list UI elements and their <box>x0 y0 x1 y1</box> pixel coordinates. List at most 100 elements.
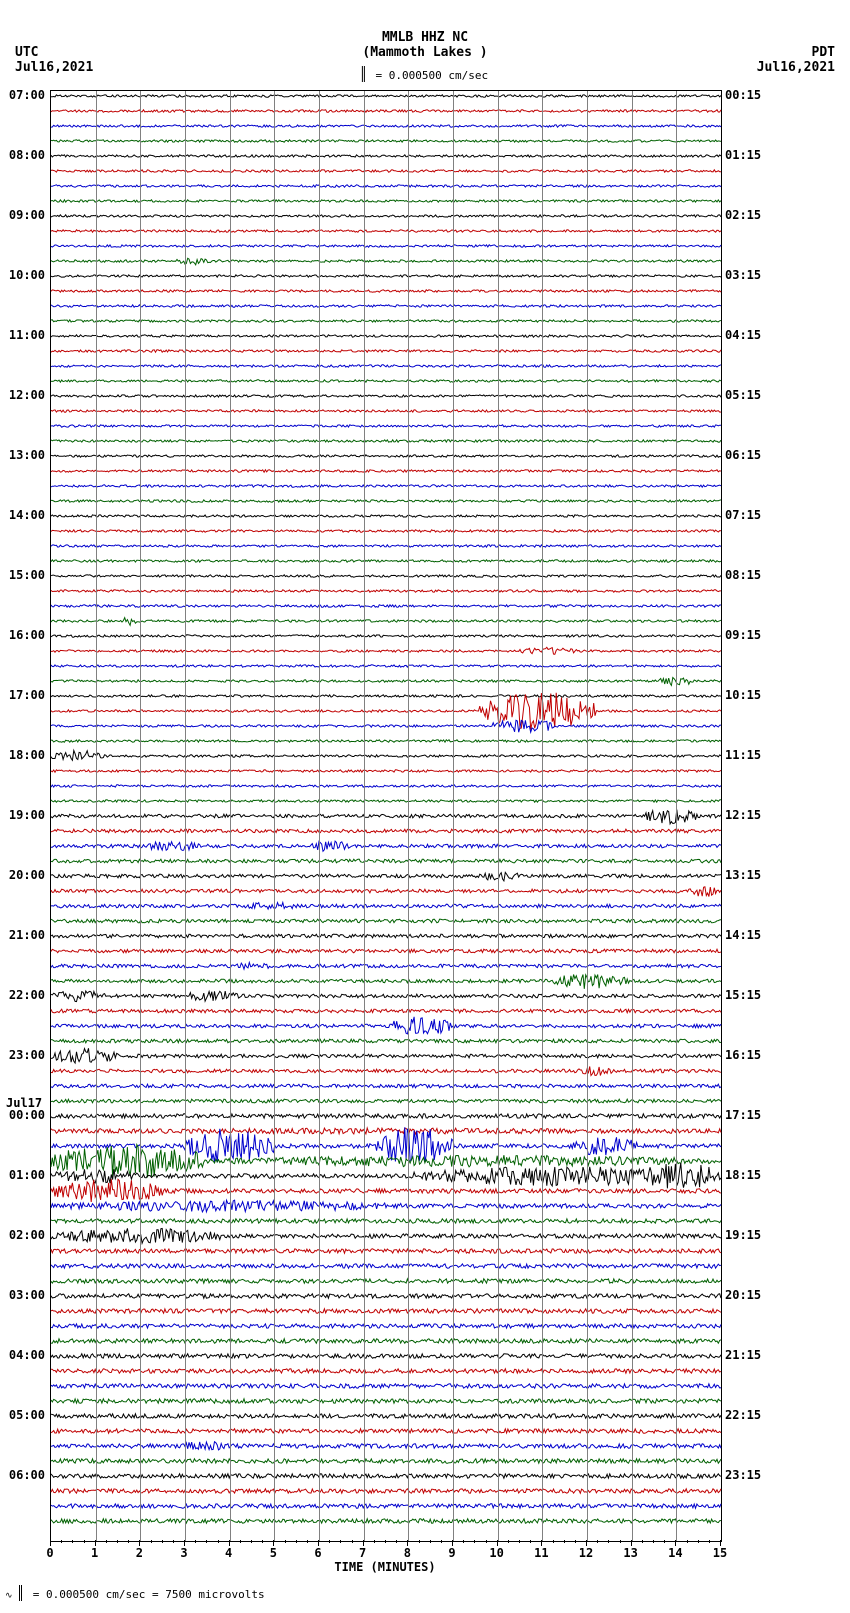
seismic-trace <box>51 575 721 577</box>
seismic-trace <box>51 258 721 265</box>
seismic-trace <box>51 125 721 127</box>
time-label-left: 17:00 <box>0 688 45 702</box>
seismic-trace <box>51 380 721 382</box>
x-tick-minor <box>106 1540 107 1543</box>
x-tick-minor <box>195 1540 196 1543</box>
time-label-left: 14:00 <box>0 508 45 522</box>
x-tick-label: 14 <box>665 1546 685 1560</box>
seismic-trace <box>51 590 721 592</box>
seismic-trace <box>51 1504 721 1508</box>
time-label-right: 06:15 <box>725 448 761 462</box>
scale-bar-icon <box>362 66 365 82</box>
scale-text: = 0.000500 cm/sec <box>376 69 489 82</box>
x-tick-label: 12 <box>576 1546 596 1560</box>
x-tick-minor <box>240 1540 241 1543</box>
scale-bar-icon <box>19 1585 22 1601</box>
x-tick-minor <box>162 1540 163 1543</box>
x-tick-minor <box>597 1540 598 1543</box>
seismic-trace <box>51 975 721 989</box>
seismic-trace <box>51 1294 721 1298</box>
date-right: Jul16,2021 <box>757 60 835 75</box>
time-label-right: 19:15 <box>725 1228 761 1242</box>
seismic-trace <box>51 185 721 187</box>
seismic-trace <box>51 485 721 487</box>
x-tick-minor <box>84 1540 85 1543</box>
seismic-trace <box>51 693 721 730</box>
time-label-right: 03:15 <box>725 268 761 282</box>
time-label-left: 06:00 <box>0 1468 45 1482</box>
seismic-trace <box>51 872 721 881</box>
seismic-trace <box>51 1249 721 1253</box>
seismic-trace <box>51 635 721 637</box>
seismic-trace <box>51 545 721 547</box>
x-tick-minor <box>698 1540 699 1543</box>
seismic-trace <box>51 290 721 292</box>
x-tick-minor <box>463 1540 464 1543</box>
x-tick-minor <box>352 1540 353 1543</box>
x-tick-label: 2 <box>129 1546 149 1560</box>
seismic-trace <box>51 1399 721 1403</box>
seismic-trace <box>51 1474 721 1478</box>
time-label-right: 16:15 <box>725 1048 761 1062</box>
plot-area <box>50 90 722 1542</box>
x-tick-label: 7 <box>353 1546 373 1560</box>
station-title: MMLB HHZ NC <box>382 30 468 45</box>
x-tick-minor <box>430 1540 431 1543</box>
time-label-right: 09:15 <box>725 628 761 642</box>
x-tick-minor <box>486 1540 487 1543</box>
seismic-trace <box>51 350 721 352</box>
seismic-trace <box>51 470 721 472</box>
seismic-trace <box>51 320 721 322</box>
x-tick-minor <box>642 1540 643 1543</box>
seismic-trace <box>51 365 721 367</box>
time-label-right: 12:15 <box>725 808 761 822</box>
x-tick-minor <box>117 1540 118 1543</box>
x-tick-minor <box>687 1540 688 1543</box>
seismic-trace <box>51 275 721 277</box>
time-label-left: 02:00 <box>0 1228 45 1242</box>
time-label-right: 20:15 <box>725 1288 761 1302</box>
seismic-trace <box>51 455 721 457</box>
x-tick-label: 4 <box>219 1546 239 1560</box>
seismic-trace <box>51 500 721 502</box>
time-label-left: 05:00 <box>0 1408 45 1422</box>
time-label-left: 07:00 <box>0 88 45 102</box>
gridline-v <box>96 91 97 1541</box>
time-label-left: 09:00 <box>0 208 45 222</box>
seismic-trace <box>51 1519 721 1523</box>
seismic-trace <box>51 647 721 654</box>
seismic-trace <box>51 810 721 824</box>
x-tick-minor <box>419 1540 420 1543</box>
time-label-left: 13:00 <box>0 448 45 462</box>
seismic-trace <box>51 1324 721 1328</box>
time-label-left: 11:00 <box>0 328 45 342</box>
seismic-trace <box>51 934 721 938</box>
seismic-trace <box>51 1009 721 1013</box>
x-tick-minor <box>519 1540 520 1543</box>
gridline-v <box>498 91 499 1541</box>
seismic-trace <box>51 1219 721 1223</box>
seismic-trace <box>51 963 721 970</box>
x-tick-minor <box>307 1540 308 1543</box>
time-label-right: 10:15 <box>725 688 761 702</box>
gridline-v <box>408 91 409 1541</box>
x-tick-minor <box>385 1540 386 1543</box>
x-tick-minor <box>474 1540 475 1543</box>
x-tick-label: 0 <box>40 1546 60 1560</box>
seismic-trace <box>51 678 721 686</box>
x-tick-minor <box>218 1540 219 1543</box>
x-tick-minor <box>296 1540 297 1543</box>
time-label-right: 08:15 <box>725 568 761 582</box>
seismic-trace <box>51 1384 721 1388</box>
footer-scale-text: = 0.000500 cm/sec = 7500 microvolts <box>33 1588 265 1601</box>
footer-scale: ∿ = 0.000500 cm/sec = 7500 microvolts <box>5 1587 265 1603</box>
x-tick-label: 9 <box>442 1546 462 1560</box>
x-tick-label: 13 <box>621 1546 641 1560</box>
x-tick-minor <box>206 1540 207 1543</box>
x-tick-minor <box>530 1540 531 1543</box>
time-label-left: 03:00 <box>0 1288 45 1302</box>
x-tick-label: 3 <box>174 1546 194 1560</box>
time-label-left: 16:00 <box>0 628 45 642</box>
seismic-trace <box>51 95 721 97</box>
seismic-trace <box>51 800 721 802</box>
